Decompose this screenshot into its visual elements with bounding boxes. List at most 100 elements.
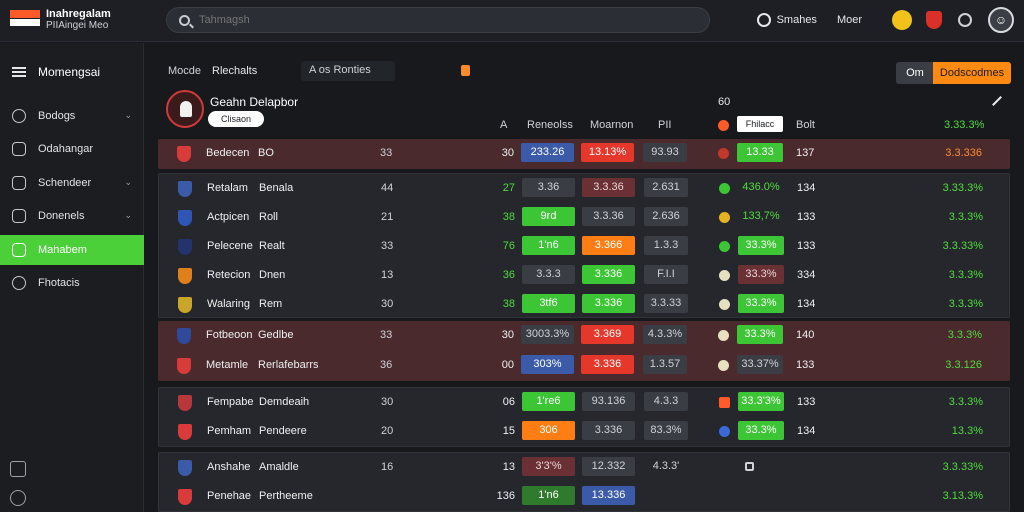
- avatar[interactable]: ☺: [988, 7, 1014, 33]
- search-icon: [179, 15, 190, 26]
- team-crest-icon: [178, 239, 192, 255]
- top-link-2[interactable]: Moer: [836, 14, 862, 26]
- cell-a: 3003.3%: [521, 325, 574, 344]
- sidebar-item-6[interactable]: Fhotacis: [0, 268, 144, 298]
- table-row[interactable]: Pemham Pendeere 20 15 306 3.336 83.3% 33…: [159, 417, 1011, 446]
- cell-c: 4.3.3%: [643, 325, 687, 344]
- cell-b: 3.336: [582, 294, 635, 313]
- team-pill[interactable]: Clisaon: [208, 111, 264, 127]
- sidebar-item-1[interactable]: Bodogs ⌄: [0, 101, 144, 131]
- cell-d: 33.3%: [738, 236, 784, 255]
- team-name-2: Demdeaih: [259, 396, 310, 408]
- table-row[interactable]: Actpicen Roll 21 38 9rd 3.3.36 2.636 133…: [159, 203, 1011, 232]
- cell-f: 3.3.336: [945, 147, 982, 159]
- team-name-2: Gedlbe: [258, 329, 294, 341]
- col-header-3[interactable]: Moarnon: [590, 119, 634, 131]
- cell-c2: 00: [501, 359, 514, 371]
- sidebar-item-4[interactable]: Donenels ⌄: [0, 201, 144, 231]
- cell-c: 1.3.3: [644, 236, 688, 255]
- filter-select-2[interactable]: A os Ronties: [301, 61, 395, 81]
- cell-a: 1'n6: [522, 486, 575, 505]
- chevron-down-icon: ⌄: [124, 110, 132, 120]
- cell-b: 3.366: [582, 236, 635, 255]
- cell-f: 3.3.3%: [948, 396, 983, 408]
- checkbox-icon[interactable]: [745, 462, 754, 471]
- cell-c2: 76: [502, 240, 515, 252]
- table-row[interactable]: Penehae Pertheeme 136 1'n6 13.336 3.13.3…: [159, 482, 1011, 511]
- table-row[interactable]: Bedecen BO 33 30 233.26 13.13% 93.93 13.…: [158, 139, 1010, 168]
- table-row[interactable]: Pelecene Realt 33 76 1'n6 3.366 1.3.3 33…: [159, 232, 1011, 261]
- top-link-1[interactable]: Smahes: [776, 14, 817, 26]
- info-icon[interactable]: [10, 490, 26, 506]
- sidebar-item-2[interactable]: Odahangar: [0, 134, 144, 164]
- cell-e: 140: [796, 329, 815, 341]
- table-row[interactable]: Metamle Rerlafebarrs 36 00 303% 3.336 1.…: [158, 351, 1010, 380]
- cell-c: 1.3.57: [643, 355, 687, 374]
- cell-d: 33.3%: [738, 294, 784, 313]
- filter-select[interactable]: Rlechalts: [212, 65, 258, 77]
- edit-icon[interactable]: [992, 96, 1002, 106]
- col-header-1[interactable]: A: [500, 119, 508, 131]
- brand-logo-icon: [10, 8, 40, 28]
- cell-b: 93.136: [582, 392, 635, 411]
- cell-c2: 15: [502, 425, 515, 437]
- search-bar[interactable]: [166, 7, 710, 33]
- cell-b: 13.13%: [581, 143, 634, 162]
- sidebar-item-5[interactable]: Mahabem: [0, 235, 144, 265]
- status-dot-icon: [718, 330, 729, 341]
- table-row[interactable]: Retecion Dnen 13 36 3.3.3 3.336 F.I.I 33…: [159, 261, 1011, 290]
- cell-c2: 36: [502, 269, 515, 281]
- notification-icon[interactable]: [958, 13, 972, 27]
- user-icon[interactable]: [10, 461, 26, 477]
- col-header-4[interactable]: PII: [658, 119, 672, 131]
- team-crest-icon: [178, 460, 192, 476]
- search-icon: [12, 109, 26, 123]
- team-name-2: Roll: [259, 211, 278, 223]
- cell-e: 137: [796, 147, 815, 159]
- team-name-2: BO: [258, 147, 274, 159]
- brand[interactable]: Inahregalam PIIAingei Meo: [10, 8, 111, 32]
- sidebar-item-3[interactable]: Schendeer ⌄: [0, 168, 144, 198]
- cell-c2: 30: [501, 329, 514, 341]
- team-name: Actpicen: [207, 211, 250, 223]
- search-input[interactable]: [199, 12, 679, 28]
- table-row[interactable]: Anshahe Amaldle 16 13 3'3'% 12.332 4.3.3…: [159, 453, 1011, 482]
- table-row[interactable]: Fotbeoon Gedlbe 33 30 3003.3% 3.369 4.3.…: [158, 321, 1010, 350]
- team-name: Pemham: [207, 425, 252, 437]
- search-icon[interactable]: [756, 13, 771, 27]
- cell-e: 134: [797, 298, 816, 310]
- cell-a: 3.3.3: [522, 265, 575, 284]
- team-crest-icon: [177, 146, 191, 162]
- cell-e: 134: [797, 182, 816, 194]
- cell-c1: 20: [381, 425, 394, 437]
- cell-b: 13.336: [582, 486, 635, 505]
- status-dot-icon: [719, 397, 730, 408]
- table-row[interactable]: Retalam Benala 44 27 3.36 3.3.36 2.631 4…: [159, 174, 1011, 203]
- col-header-2[interactable]: Reneolss: [527, 119, 573, 131]
- team-crest-icon: [178, 489, 192, 505]
- menu-icon[interactable]: [12, 67, 26, 77]
- cell-c1: 44: [381, 182, 394, 194]
- cell-c: 4.3.3: [644, 392, 688, 411]
- cell-c1: 33: [381, 240, 394, 252]
- table-row[interactable]: Fempabe Demdeaih 30 06 1're6 93.136 4.3.…: [159, 388, 1011, 417]
- team-name: Pelecene: [207, 240, 253, 252]
- folder-icon: [12, 142, 26, 156]
- col-header-5[interactable]: Bolt: [796, 119, 815, 131]
- flag-icon[interactable]: [461, 65, 470, 76]
- cell-a: 1're6: [522, 392, 575, 411]
- on-button[interactable]: Om: [896, 62, 934, 84]
- team-logo-icon: [166, 90, 204, 128]
- header-white-label[interactable]: Fhilacc: [737, 116, 783, 132]
- trophy-icon[interactable]: [892, 10, 912, 30]
- table-row[interactable]: Walaring Rem 30 38 3tf6 3.336 3.3.33 33.…: [159, 290, 1011, 319]
- team-name-2: Rerlafebarrs: [258, 359, 319, 371]
- cell-e: 134: [797, 425, 816, 437]
- shield-icon[interactable]: [926, 11, 942, 29]
- sidebar: Momengsai Bodogs ⌄ Odahangar Schendeer ⌄…: [0, 43, 144, 512]
- group-1: Bedecen BO 33 30 233.26 13.13% 93.93 13.…: [158, 139, 1010, 169]
- status-dot-icon: [719, 212, 730, 223]
- orange-action-button[interactable]: Dodscodmes: [933, 62, 1011, 84]
- cell-e: 133: [797, 396, 816, 408]
- cell-c1: 16: [381, 461, 394, 473]
